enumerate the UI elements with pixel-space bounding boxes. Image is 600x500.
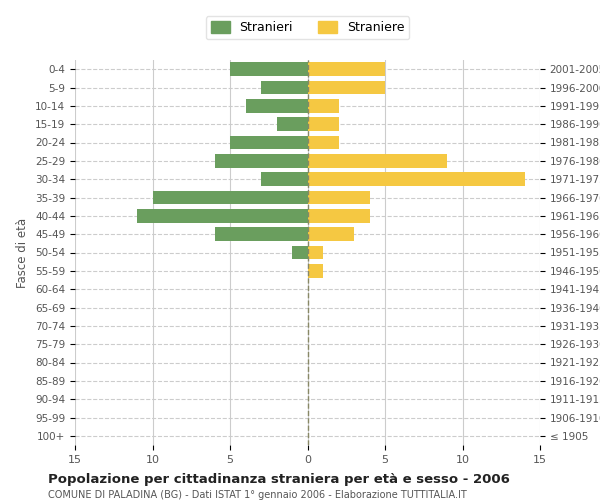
Bar xyxy=(230,136,308,149)
Text: Popolazione per cittadinanza straniera per età e sesso - 2006: Popolazione per cittadinanza straniera p… xyxy=(48,472,510,486)
Bar xyxy=(152,190,308,204)
Bar xyxy=(308,246,323,260)
Bar xyxy=(308,118,338,131)
Bar xyxy=(308,228,354,241)
Bar xyxy=(308,154,447,168)
Text: COMUNE DI PALADINA (BG) - Dati ISTAT 1° gennaio 2006 - Elaborazione TUTTITALIA.I: COMUNE DI PALADINA (BG) - Dati ISTAT 1° … xyxy=(48,490,467,500)
Bar xyxy=(261,80,308,94)
Bar xyxy=(308,99,338,112)
Bar xyxy=(215,228,308,241)
Bar xyxy=(308,172,524,186)
Bar xyxy=(308,80,385,94)
Bar xyxy=(230,62,308,76)
Bar xyxy=(215,154,308,168)
Legend: Stranieri, Straniere: Stranieri, Straniere xyxy=(206,16,409,39)
Bar xyxy=(308,62,385,76)
Bar xyxy=(308,264,323,278)
Bar xyxy=(137,209,308,222)
Bar xyxy=(261,172,308,186)
Y-axis label: Anni di nascita: Anni di nascita xyxy=(599,209,600,296)
Bar xyxy=(245,99,308,112)
Bar xyxy=(308,209,370,222)
Y-axis label: Fasce di età: Fasce di età xyxy=(16,218,29,288)
Bar xyxy=(277,118,308,131)
Bar xyxy=(308,136,338,149)
Bar xyxy=(292,246,308,260)
Bar xyxy=(308,190,370,204)
